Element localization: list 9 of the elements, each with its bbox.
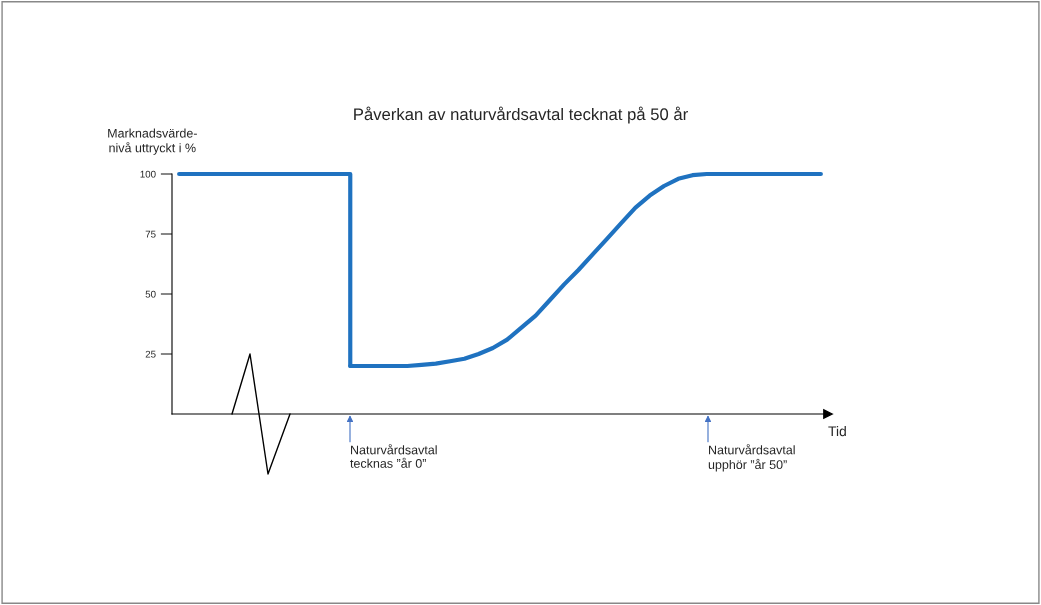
text: Naturvårdsavtal tecknas ”år 0” [350, 444, 437, 468]
y-tick-label: 25 [145, 350, 156, 358]
y-tick-label: 50 [145, 290, 156, 298]
x-axis-title: Tid [828, 426, 846, 437]
text: Naturvårdsavtal upphör ”år 50” [708, 444, 795, 472]
chart-title: Påverkan av naturvårdsavtal tecknat på 50 år [354, 106, 688, 124]
y-tick-label: 100 [140, 170, 156, 178]
y-tick-label: 75 [145, 230, 156, 238]
y-axis-title: Marknadsvärde- nivå uttryckt i % [108, 128, 197, 155]
